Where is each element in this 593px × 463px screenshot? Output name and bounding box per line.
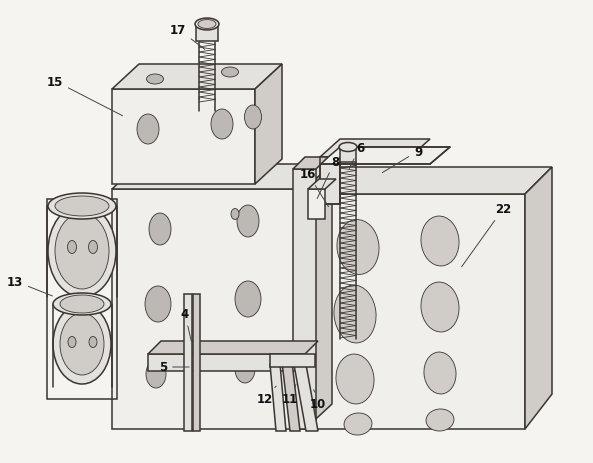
Text: 13: 13 bbox=[7, 275, 52, 296]
Polygon shape bbox=[305, 168, 552, 194]
Ellipse shape bbox=[222, 68, 238, 78]
Text: 5: 5 bbox=[159, 361, 189, 374]
Polygon shape bbox=[112, 65, 282, 90]
Ellipse shape bbox=[137, 115, 159, 144]
Text: 16: 16 bbox=[300, 168, 329, 207]
Ellipse shape bbox=[244, 106, 262, 130]
Polygon shape bbox=[305, 194, 525, 429]
Ellipse shape bbox=[146, 75, 164, 85]
Polygon shape bbox=[320, 148, 450, 165]
Ellipse shape bbox=[146, 360, 166, 388]
Polygon shape bbox=[193, 294, 200, 431]
Polygon shape bbox=[308, 189, 325, 219]
Text: 6: 6 bbox=[349, 141, 364, 169]
Ellipse shape bbox=[231, 209, 239, 220]
Text: 8: 8 bbox=[317, 155, 339, 199]
Text: 9: 9 bbox=[382, 145, 422, 173]
Polygon shape bbox=[184, 294, 192, 431]
Text: 17: 17 bbox=[170, 24, 205, 50]
Polygon shape bbox=[293, 158, 328, 169]
Polygon shape bbox=[112, 189, 305, 429]
Polygon shape bbox=[293, 359, 318, 431]
Ellipse shape bbox=[88, 241, 97, 254]
Text: 15: 15 bbox=[47, 75, 123, 117]
Ellipse shape bbox=[145, 287, 171, 322]
Ellipse shape bbox=[60, 295, 104, 313]
Ellipse shape bbox=[60, 313, 104, 375]
Polygon shape bbox=[525, 168, 552, 429]
Polygon shape bbox=[255, 65, 282, 185]
Text: 22: 22 bbox=[461, 203, 511, 267]
Polygon shape bbox=[270, 354, 315, 367]
Ellipse shape bbox=[237, 206, 259, 238]
Polygon shape bbox=[112, 90, 255, 185]
Text: 4: 4 bbox=[181, 308, 192, 342]
Polygon shape bbox=[293, 169, 316, 429]
Ellipse shape bbox=[68, 241, 76, 254]
Polygon shape bbox=[282, 362, 300, 431]
Polygon shape bbox=[196, 25, 218, 42]
Ellipse shape bbox=[421, 217, 459, 266]
Polygon shape bbox=[320, 140, 430, 158]
Ellipse shape bbox=[339, 143, 357, 152]
Polygon shape bbox=[340, 148, 356, 163]
Ellipse shape bbox=[235, 355, 255, 383]
Ellipse shape bbox=[336, 354, 374, 404]
Ellipse shape bbox=[211, 110, 233, 140]
Polygon shape bbox=[305, 165, 332, 429]
Polygon shape bbox=[112, 165, 332, 189]
Text: 12: 12 bbox=[257, 386, 276, 406]
Ellipse shape bbox=[426, 409, 454, 431]
Ellipse shape bbox=[68, 337, 76, 348]
Ellipse shape bbox=[55, 197, 109, 217]
Ellipse shape bbox=[53, 304, 111, 384]
Polygon shape bbox=[308, 180, 336, 189]
Ellipse shape bbox=[89, 337, 97, 348]
Text: 10: 10 bbox=[310, 390, 326, 411]
Ellipse shape bbox=[149, 213, 171, 245]
Ellipse shape bbox=[48, 206, 116, 297]
Ellipse shape bbox=[198, 20, 216, 30]
Ellipse shape bbox=[48, 194, 116, 219]
Ellipse shape bbox=[421, 282, 459, 332]
Text: 11: 11 bbox=[282, 385, 298, 406]
Ellipse shape bbox=[195, 19, 219, 31]
Ellipse shape bbox=[424, 352, 456, 394]
Ellipse shape bbox=[334, 285, 376, 343]
Ellipse shape bbox=[53, 294, 111, 315]
Ellipse shape bbox=[55, 213, 109, 289]
Ellipse shape bbox=[235, 282, 261, 317]
Polygon shape bbox=[148, 354, 305, 371]
Polygon shape bbox=[270, 364, 286, 431]
Polygon shape bbox=[148, 341, 318, 354]
Ellipse shape bbox=[337, 220, 379, 275]
Polygon shape bbox=[320, 158, 340, 205]
Ellipse shape bbox=[344, 413, 372, 435]
